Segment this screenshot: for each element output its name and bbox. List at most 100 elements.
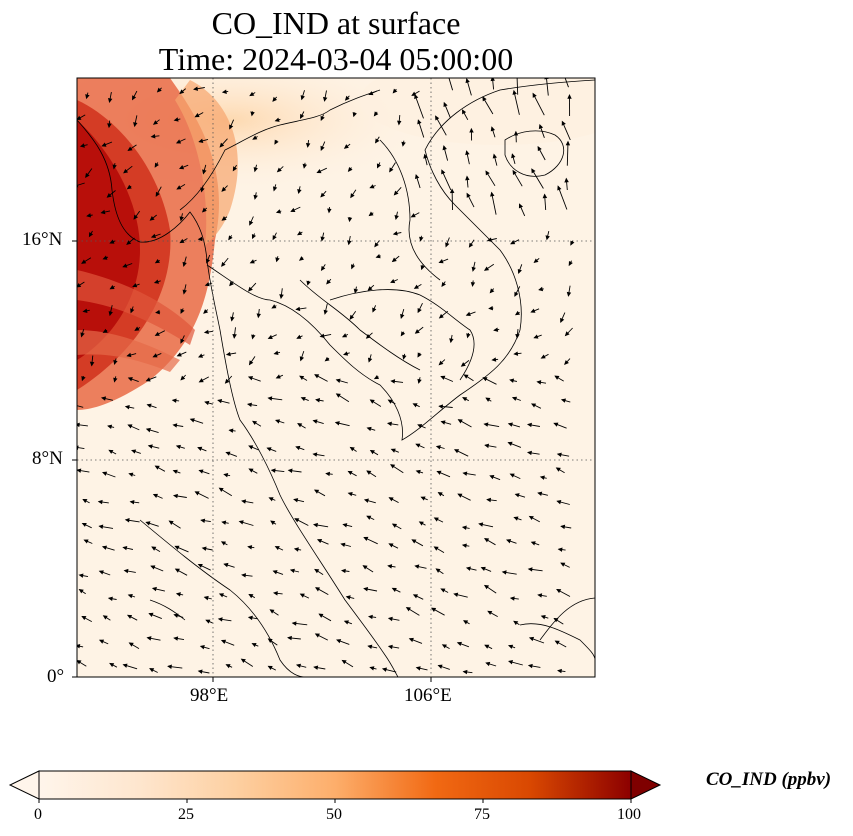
wind-arrow-head <box>415 666 421 671</box>
wind-arrow-head <box>462 397 468 402</box>
wind-arrow-head <box>509 473 515 478</box>
wind-arrow-head <box>369 449 375 455</box>
wind-arrow-head <box>77 468 82 473</box>
wind-arrow-head <box>515 333 520 339</box>
wind-arrow-head <box>225 664 231 669</box>
wind-arrow-head <box>274 139 279 145</box>
wind-arrow-head <box>240 658 246 664</box>
wind-arrow-head <box>267 665 273 670</box>
wind-arrow-head <box>297 230 303 236</box>
wind-arrow-head <box>387 644 393 650</box>
wind-arrow-head <box>126 614 133 619</box>
wind-arrow-head <box>246 402 252 407</box>
wind-arrow-head <box>252 420 258 426</box>
wind-arrow-head <box>167 664 172 669</box>
wind-arrow-head <box>98 524 104 529</box>
wind-arrow-head <box>545 235 550 241</box>
wind-arrow-head <box>508 660 514 665</box>
wind-arrow-head <box>553 422 559 427</box>
colorbar-tick-75: 75 <box>474 806 490 823</box>
wind-arrow-head <box>123 168 129 174</box>
wind-arrow-head <box>298 256 304 261</box>
wind-arrow-head <box>108 311 113 317</box>
wind-arrow-head <box>98 639 105 644</box>
colorbar-tick-100: 100 <box>617 806 641 823</box>
wind-arrow-head <box>122 663 128 668</box>
wind-arrow-head <box>528 515 534 521</box>
wind-arrow-head <box>198 378 204 383</box>
wind-arrow-head <box>299 375 305 380</box>
wind-arrow-head <box>397 120 402 126</box>
wind-arrow-head <box>300 95 305 101</box>
wind-arrow <box>414 94 424 119</box>
wind-arrow-head <box>483 538 490 543</box>
wind-arrow-head <box>228 235 233 241</box>
wind-arrow-head <box>200 187 205 193</box>
wind-arrow-head <box>373 374 380 380</box>
wind-arrow-head <box>388 543 394 548</box>
wind-arrow-head <box>220 541 227 546</box>
wind-arrow-head <box>152 493 158 499</box>
wind-arrow-head <box>297 423 303 428</box>
wind-arrow-head <box>400 331 406 337</box>
wind-arrow-head <box>411 539 417 544</box>
wind-arrow-head <box>538 123 544 130</box>
wind-arrow-head <box>390 464 396 469</box>
wind-arrow-head <box>462 109 467 115</box>
wind-arrow-head <box>513 351 519 356</box>
wind-arrow-head <box>486 237 492 242</box>
wind-arrow-head <box>130 449 137 454</box>
wind-arrow-head <box>488 305 494 311</box>
wind-arrow-head <box>423 153 428 159</box>
wind-arrow-head <box>108 449 114 454</box>
wind-arrow-head <box>86 213 92 218</box>
wind-arrow-head <box>173 613 179 618</box>
wind-arrow-head <box>391 257 397 263</box>
wind-arrow-head <box>401 141 406 147</box>
wind-arrow-head <box>442 145 447 151</box>
wind-arrow-head <box>316 539 323 544</box>
wind-arrow-head <box>465 175 470 181</box>
wind-arrow-head <box>554 640 560 645</box>
wind-arrow-head <box>373 111 379 117</box>
wind-arrow-head <box>335 393 341 398</box>
wind-arrow-head <box>204 400 210 406</box>
wind-arrow-head <box>109 239 115 244</box>
wind-arrow-head <box>109 285 115 290</box>
wind-arrow-head <box>151 586 157 592</box>
wind-arrow-head <box>557 547 563 552</box>
wind-arrow-head <box>387 616 393 622</box>
wind-arrow-head <box>223 472 229 478</box>
wind-arrow-head <box>247 545 253 550</box>
wind-arrow-head <box>273 350 279 355</box>
wind-arrow-head <box>417 307 422 314</box>
wind-arrow-head <box>178 165 185 170</box>
wind-arrow-head <box>433 517 439 522</box>
wind-arrow-head <box>126 352 132 358</box>
wind-arrow-head <box>267 638 273 643</box>
wind-arrow-head <box>560 562 566 567</box>
wind-arrow-head <box>253 167 258 173</box>
wind-arrow-head <box>493 327 499 332</box>
wind-arrow-head <box>485 661 491 667</box>
wind-arrow-head <box>218 487 224 492</box>
wind-arrow-head <box>107 424 113 430</box>
wind-arrow-head <box>148 612 154 618</box>
wind-arrow-head <box>530 403 537 408</box>
wind-arrow-head <box>289 568 295 574</box>
wind-arrow-head <box>320 192 326 198</box>
wind-arrow-head <box>272 591 278 596</box>
wind-arrow-head <box>175 139 182 144</box>
wind-arrow-head <box>247 286 253 292</box>
wind-arrow-head <box>324 356 330 362</box>
wind-arrow-head <box>173 117 179 122</box>
wind-arrow-head <box>232 166 238 172</box>
wind-arrow-head <box>414 564 420 569</box>
wind-arrow-head <box>507 422 513 427</box>
wind-arrow-head <box>199 645 205 650</box>
wind-arrow-head <box>435 568 441 573</box>
wind-arrow-head <box>197 353 204 358</box>
wind-arrow-head <box>553 617 559 623</box>
wind-arrow-head <box>223 562 229 568</box>
